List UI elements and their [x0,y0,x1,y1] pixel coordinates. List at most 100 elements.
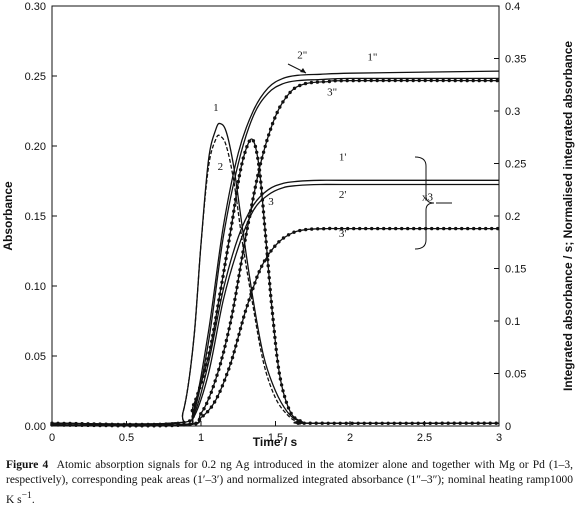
series-point [188,422,192,426]
series-point [316,227,320,231]
y-tick-label: 0.15 [25,211,46,223]
series-point [363,78,367,83]
series-point [221,274,225,279]
series-point [74,423,78,427]
series-point [440,421,444,425]
series-point [146,424,150,428]
series-point [289,411,293,415]
series-point [434,421,438,425]
series-point [298,228,302,233]
series-point [314,421,318,425]
series-point [264,240,268,244]
series-point [259,186,264,190]
series-point [227,327,231,331]
annotation-label: 1 [213,102,219,114]
series-point [245,226,249,231]
series-point [215,310,219,314]
series-point [241,250,245,254]
series-point [351,78,355,83]
series-point [362,421,366,425]
series-point [255,150,259,154]
series-point [327,79,332,84]
series-point [416,421,420,425]
series-point [251,139,256,143]
series-point [284,400,289,404]
series-point [253,281,257,285]
series-point [494,421,498,425]
series-point [233,297,237,302]
series-point [272,329,276,334]
series-point [405,78,409,83]
series-point [472,226,476,231]
series-point [218,292,222,296]
series-point [223,344,227,348]
x-tick-label: 2.5 [417,432,432,444]
series-line [51,77,499,427]
series-point [430,226,434,231]
series-point [182,420,186,425]
series-point [393,78,397,83]
series-point [92,423,96,428]
series-point [392,421,396,425]
series-point [489,78,493,83]
series-point [418,226,422,231]
series-point [261,210,266,214]
series-point [242,244,246,248]
series-point [110,423,114,428]
series-point [267,276,271,280]
series-point [230,221,234,225]
series-line [51,122,500,425]
series-point [227,367,231,371]
series-point [204,363,208,367]
y2-tick-label: 0.35 [505,54,526,66]
series-point [293,416,297,420]
series-point [417,78,421,83]
series-point [211,384,215,389]
series-point [495,78,499,83]
series-point [116,424,120,428]
series-point [303,81,308,86]
series-point [288,90,292,95]
series-point [236,279,240,284]
series-point [194,421,198,425]
y2-tick-label: 0 [505,421,511,433]
series-point [281,100,285,104]
series-point [352,226,356,231]
series-point [253,185,257,189]
series-point [267,270,271,274]
series-point [394,226,398,231]
series-point [223,262,227,267]
caption-end: . [31,493,35,506]
series-point [275,110,279,115]
series-point [240,256,244,260]
series-point [364,226,368,231]
series-point [276,365,281,369]
series-point [435,78,439,83]
series-point [264,246,269,250]
series-point [217,367,221,372]
series-point [411,78,415,83]
series-point [279,383,284,387]
series-point [246,220,251,225]
series-point [281,389,285,393]
series-point [235,285,239,290]
series-point [250,203,254,207]
series-point [262,259,267,263]
series-point [338,421,342,425]
series-point [224,256,228,261]
series-point [253,144,258,149]
series-point [220,384,225,388]
series-point [412,226,416,231]
series-point [399,78,403,83]
series-point [344,421,348,425]
series-point [447,78,451,83]
y2-tick-label: 0.05 [505,369,526,381]
series-point [465,78,469,83]
series-point [265,138,269,143]
series-point [205,401,209,406]
series-point [268,127,273,131]
series-point [387,78,391,83]
series-point [249,209,253,213]
series-point [370,226,374,231]
series-point [260,156,264,160]
